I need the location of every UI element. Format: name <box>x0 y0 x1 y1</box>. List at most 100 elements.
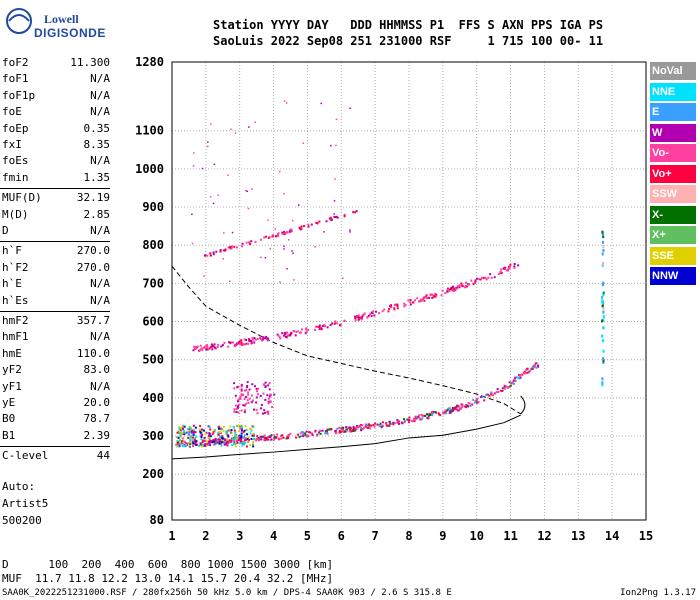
param-name: yE <box>2 396 16 409</box>
echo-point-spread <box>239 396 242 399</box>
echo-point-f2 <box>397 420 400 423</box>
echo-point-f2 <box>537 365 540 368</box>
echo-point-multihop <box>324 325 327 328</box>
echo-point-f2 <box>179 442 182 445</box>
echo-point-cluster <box>252 434 255 437</box>
echo-point-cluster <box>200 428 203 431</box>
echo-point-stray <box>234 132 237 134</box>
echo-point-cluster <box>202 429 205 432</box>
echo-point-triple <box>300 225 303 228</box>
echo-point-f2 <box>413 417 416 420</box>
legend-item: Vo- <box>650 144 696 162</box>
echo-point-f2 <box>355 426 358 429</box>
echo-point-multihop <box>440 294 443 297</box>
echo-point-spread <box>256 412 259 415</box>
echo-point-multihop <box>479 278 482 281</box>
header-labels: Station YYYY DAY DDD HHMMSS P1 FFS S AXN… <box>213 18 604 32</box>
echo-point-spread <box>236 386 239 389</box>
echo-point-multihop <box>450 286 453 289</box>
echo-point-spread <box>255 387 258 390</box>
echo-point-multihop <box>470 279 473 282</box>
echo-point-multihop <box>210 345 213 348</box>
echo-point-spread <box>243 397 246 400</box>
echo-point-triple <box>343 215 346 218</box>
echo-point-cluster <box>225 438 228 441</box>
echo-point-f2 <box>428 414 431 417</box>
echo-point-multihop <box>254 338 257 341</box>
echo-point-interference <box>602 262 605 266</box>
echo-point-multihop <box>282 334 285 337</box>
echo-point-f2 <box>509 384 512 387</box>
echo-point-cluster <box>222 437 225 440</box>
echo-point-triple <box>204 254 207 257</box>
echo-point-f2 <box>265 438 268 441</box>
param-name: h`F <box>2 244 22 258</box>
echo-point-multihop <box>423 299 426 302</box>
param-value: N/A <box>90 379 110 393</box>
echo-point-cluster <box>199 425 202 428</box>
echo-point-f2 <box>360 429 363 432</box>
echo-point-multihop <box>208 347 211 350</box>
echo-point-multihop <box>198 349 201 352</box>
echo-point-cluster <box>225 430 228 433</box>
param-value: N/A <box>90 88 110 102</box>
echo-point-cluster <box>218 436 221 439</box>
echo-point-f2 <box>235 439 238 442</box>
echo-point-stray <box>209 196 212 198</box>
echo-point-f2 <box>238 436 241 439</box>
echo-point-multihop <box>461 285 464 288</box>
echo-point-f2 <box>523 371 526 374</box>
echo-point-stray <box>193 152 195 154</box>
echo-point-multihop <box>211 344 214 347</box>
echo-point-cluster <box>244 441 247 444</box>
echo-point-stray <box>207 141 209 143</box>
echo-point-cluster <box>239 442 242 445</box>
echo-point-cluster <box>240 428 243 431</box>
param-value: 8.35 <box>83 138 111 151</box>
echo-point-spread <box>267 412 270 415</box>
echo-point-f2 <box>429 412 432 415</box>
echo-point-f2 <box>348 430 351 433</box>
echo-point-f2 <box>524 372 527 375</box>
echo-point-cluster <box>182 424 185 427</box>
header-values: SaoLuis 2022 Sep08 251 231000 RSF 1 715 … <box>213 34 604 48</box>
echo-point-spread <box>240 409 243 412</box>
legend-item: NNW <box>650 267 696 285</box>
param-row: foF1p N/A <box>2 89 110 105</box>
echo-point-multihop <box>223 341 226 344</box>
echo-point-stray <box>260 256 262 259</box>
echo-point-f2 <box>455 406 458 409</box>
echo-point-multihop <box>293 329 296 332</box>
echo-point-f2 <box>352 426 355 429</box>
echo-point-spread <box>250 401 253 404</box>
echo-point-f2 <box>350 427 353 430</box>
echo-point-f2 <box>316 434 319 437</box>
echo-point-f2 <box>526 371 529 374</box>
echo-point-spread <box>242 404 245 407</box>
echo-point-f2 <box>450 408 453 411</box>
echo-point-spread <box>269 400 272 403</box>
echo-point-cluster <box>194 426 197 429</box>
x-tick-label: 14 <box>605 529 619 543</box>
echo-point-spread <box>233 387 236 390</box>
echo-point-f2 <box>273 436 276 439</box>
echo-point-cluster <box>177 441 180 444</box>
param-row: h`Es N/A <box>2 294 110 310</box>
echo-point-spread <box>268 388 271 391</box>
echo-point-multihop <box>360 318 363 321</box>
echo-point-f2 <box>496 388 499 391</box>
echo-point-cluster <box>218 442 221 445</box>
echo-point-f2 <box>341 430 344 433</box>
echo-point-cluster <box>218 425 221 428</box>
legend-item: SSW <box>650 185 696 203</box>
echo-point-multihop <box>390 306 393 309</box>
echo-point-cluster <box>225 433 228 436</box>
param-row: foE N/A <box>2 105 110 121</box>
echo-point-f2 <box>432 412 435 415</box>
echo-point-f2 <box>421 417 424 420</box>
echo-point-f2 <box>285 437 288 440</box>
echo-point-cluster <box>222 425 225 428</box>
echo-point-cluster <box>217 432 220 435</box>
echo-point-multihop <box>231 341 234 344</box>
echo-point-f2 <box>437 411 440 414</box>
